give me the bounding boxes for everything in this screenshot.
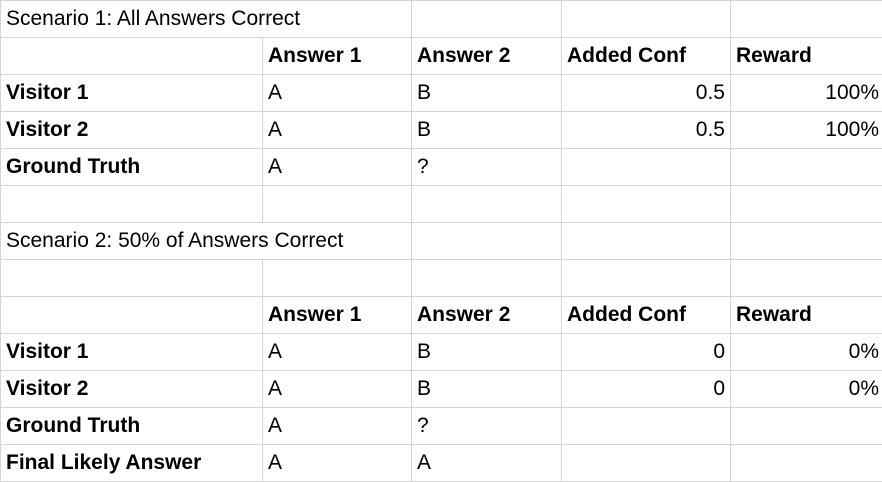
cell[interactable] [562,260,731,297]
reward-cell[interactable] [731,149,882,186]
added-conf-cell[interactable] [562,149,731,186]
table-row: Visitor 2 A B 0 0% [1,371,882,408]
cell[interactable] [1,260,263,297]
row-label[interactable]: Final Likely Answer [1,445,263,482]
cell[interactable] [1,186,263,223]
header-added-conf[interactable]: Added Conf [562,38,731,75]
answer-2-cell[interactable]: A [412,445,562,482]
table-row: Ground Truth A ? [1,408,882,445]
cell[interactable] [562,186,731,223]
answer-1-cell[interactable]: A [263,334,412,371]
table-row [1,260,882,297]
cell[interactable] [731,186,882,223]
table-row: Visitor 1 A B 0 0% [1,334,882,371]
reward-cell[interactable] [731,408,882,445]
cell[interactable] [731,223,882,260]
answer-2-cell[interactable]: B [412,112,562,149]
table-row: Visitor 1 A B 0.5 100% [1,75,882,112]
reward-cell[interactable] [731,445,882,482]
row-label[interactable]: Ground Truth [1,149,263,186]
answer-1-cell[interactable]: A [263,445,412,482]
cell[interactable] [263,260,412,297]
row-label[interactable]: Visitor 1 [1,75,263,112]
cell[interactable] [412,260,562,297]
header-row: Answer 1 Answer 2 Added Conf Reward [1,297,882,334]
table-row [1,186,882,223]
cell[interactable] [412,1,562,38]
cell[interactable] [263,186,412,223]
answer-2-cell[interactable]: B [412,75,562,112]
cell[interactable] [731,260,882,297]
cell[interactable] [412,186,562,223]
table-row: Scenario 1: All Answers Correct [1,1,882,38]
answer-1-cell[interactable]: A [263,75,412,112]
table-row: Visitor 2 A B 0.5 100% [1,112,882,149]
header-row: Answer 1 Answer 2 Added Conf Reward [1,38,882,75]
scenario2-title[interactable]: Scenario 2: 50% of Answers Correct [1,223,263,260]
row-label[interactable]: Ground Truth [1,408,263,445]
header-answer-1[interactable]: Answer 1 [263,297,412,334]
answer-1-cell[interactable]: A [263,371,412,408]
header-answer-1[interactable]: Answer 1 [263,38,412,75]
table-row: Final Likely Answer A A [1,445,882,482]
added-conf-cell[interactable]: 0 [562,371,731,408]
answer-1-cell[interactable]: A [263,112,412,149]
added-conf-cell[interactable]: 0.5 [562,112,731,149]
cell[interactable] [731,1,882,38]
scenario1-title[interactable]: Scenario 1: All Answers Correct [1,1,263,38]
answer-2-cell[interactable]: B [412,371,562,408]
reward-cell[interactable]: 100% [731,112,882,149]
added-conf-cell[interactable] [562,408,731,445]
row-label[interactable]: Visitor 1 [1,334,263,371]
answer-1-cell[interactable]: A [263,149,412,186]
table-row: Scenario 2: 50% of Answers Correct [1,223,882,260]
answer-2-cell[interactable]: ? [412,149,562,186]
header-reward[interactable]: Reward [731,297,882,334]
added-conf-cell[interactable]: 0 [562,334,731,371]
row-label[interactable]: Visitor 2 [1,112,263,149]
answer-2-cell[interactable]: B [412,334,562,371]
answer-1-cell[interactable]: A [263,408,412,445]
answer-2-cell[interactable]: ? [412,408,562,445]
row-label[interactable]: Visitor 2 [1,371,263,408]
reward-cell[interactable]: 100% [731,75,882,112]
cell[interactable] [562,223,731,260]
added-conf-cell[interactable] [562,445,731,482]
cell[interactable] [1,38,263,75]
cell[interactable] [1,297,263,334]
reward-cell[interactable]: 0% [731,334,882,371]
header-answer-2[interactable]: Answer 2 [412,297,562,334]
header-answer-2[interactable]: Answer 2 [412,38,562,75]
header-reward[interactable]: Reward [731,38,882,75]
cell[interactable] [562,1,731,38]
cell[interactable] [412,223,562,260]
reward-cell[interactable]: 0% [731,371,882,408]
table-row: Ground Truth A ? [1,149,882,186]
added-conf-cell[interactable]: 0.5 [562,75,731,112]
header-added-conf[interactable]: Added Conf [562,297,731,334]
